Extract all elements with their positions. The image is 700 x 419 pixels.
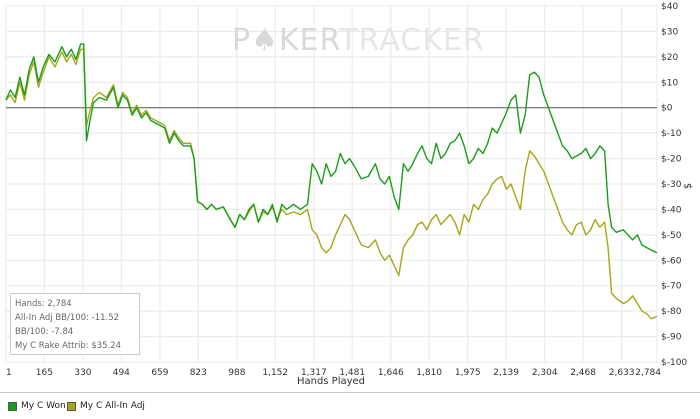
x-tick-label: 1,646 [378,368,404,378]
x-tick-label: 2,784 [635,368,661,378]
x-tick-label: 1 [6,368,12,378]
y-tick-label: $0 [661,104,673,114]
y-axis-ticks: $40 $30 $20 $10 $0 $-10 $-20 $-30 $-40 $-50 $-60 $-… [661,2,687,368]
x-tick-label: 988 [228,368,245,378]
y-tick-label: $-30 [661,180,682,190]
x-tick-label: 2,304 [532,368,558,378]
x-tick-label: 2,468 [570,368,596,378]
x-tick-label: 2,139 [493,368,519,378]
y-tick-label: $30 [661,27,678,37]
legend-label-won: My C Won [21,401,66,411]
stats-hands: Hands: 2,784 [15,299,72,309]
legend-item-won[interactable]: My C Won [8,399,66,413]
stats-box: Hands: 2,784 All-In Adj BB/100: -11.52 B… [10,293,140,355]
legend-swatch-won [8,401,17,411]
stats-allin-bb100: All-In Adj BB/100: -11.52 [15,313,120,323]
x-tick-label: 2,633 [609,368,635,378]
watermark-spade-icon: ♠ [251,23,279,58]
x-axis-title: Hands Played [297,376,365,387]
watermark: P♠KERTRACKER [232,23,485,58]
y-tick-label: $-70 [661,282,682,292]
watermark-part-1: P [232,23,251,58]
x-tick-label: 165 [36,368,53,378]
stats-bb100: BB/100: -7.84 [15,327,74,337]
x-tick-label: 823 [190,368,207,378]
y-tick-label: $40 [661,2,678,12]
y-tick-label: $-10 [661,129,682,139]
y-tick-label: $-60 [661,256,682,266]
y-tick-label: $-80 [661,307,682,317]
y-tick-label: $20 [661,53,678,63]
series-lines [5,43,658,320]
x-tick-label: 659 [151,368,168,378]
legend-item-allin[interactable]: My C All-In Adj [67,399,145,413]
x-axis-ticks: 1 165 330 494 659 823 988 1,152 1,317 1,481 1,646 1… [6,368,661,378]
y-tick-label: $-100 [661,358,687,368]
watermark-part-3: TRACKER [338,23,484,58]
legend-label-allin: My C All-In Adj [80,401,145,411]
x-tick-label: 1,810 [416,368,442,378]
x-tick-label: 1,481 [339,368,365,378]
x-tick-label: 1,975 [455,368,481,378]
stats-rake-attrib: My C Rake Attrib: $35.24 [15,341,122,351]
y-tick-label: $-90 [661,333,682,343]
legend-swatch-allin [67,401,76,411]
y-tick-label: $10 [661,78,678,88]
legend: My C Won My C All-In Adj [0,392,700,419]
y-axis-title: $ [683,183,694,189]
x-tick-label: 1,152 [262,368,288,378]
series-line-my-c-won [5,43,658,254]
x-tick-label: 1,317 [301,368,327,378]
y-tick-label: $-20 [661,155,682,165]
watermark-part-2: KER [279,23,340,58]
y-tick-label: $-50 [661,231,682,241]
x-tick-label: 494 [113,368,130,378]
x-tick-label: 330 [74,368,91,378]
y-tick-label: $-40 [661,205,682,215]
